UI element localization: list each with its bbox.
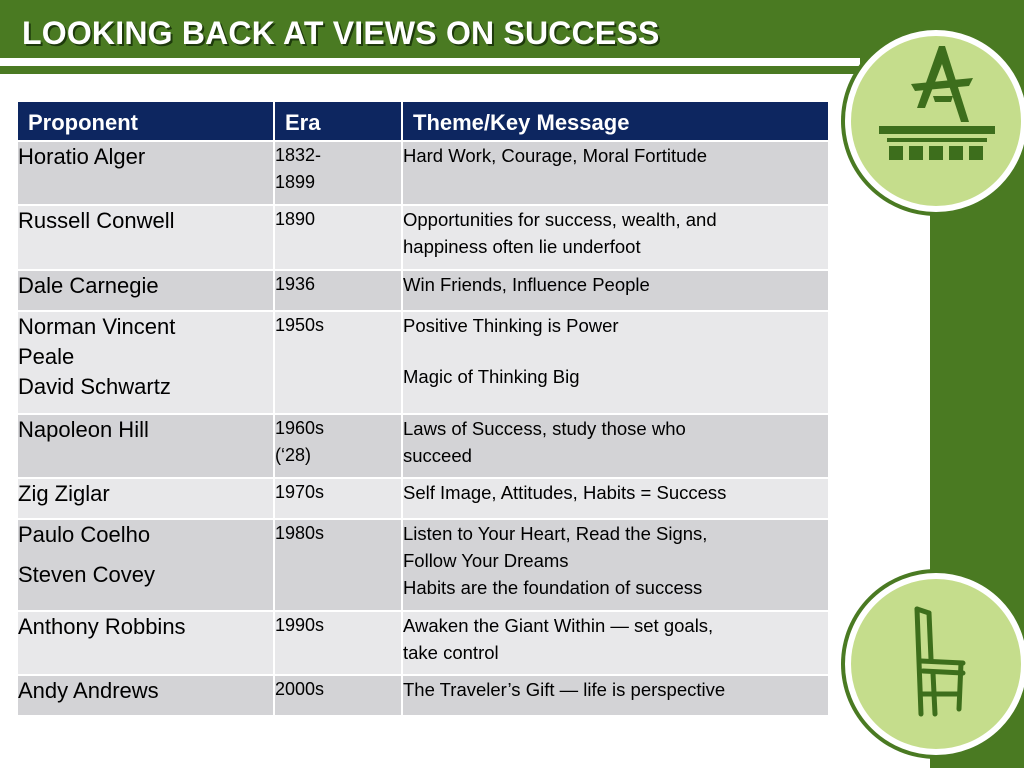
cell-era: 1960s (‘28)	[273, 413, 403, 479]
theme-line: Positive Thinking is Power	[403, 315, 619, 336]
chair-icon	[914, 606, 966, 717]
cell-theme: Win Friends, Influence People	[401, 269, 830, 312]
era-line: (‘28)	[275, 445, 312, 465]
cell-era: 1890	[273, 204, 403, 271]
theme-line: Hard Work, Courage, Moral Fortitude	[403, 145, 707, 166]
era-line: 1980s	[275, 523, 325, 543]
right-decor-green-stripe	[930, 180, 940, 768]
era-line: 1970s	[275, 482, 325, 502]
theme-line: Laws of Success, study those who	[403, 418, 686, 439]
theme-line: take control	[403, 642, 499, 663]
table-row: Paulo Coelho Steven Covey 1980s Listen t…	[16, 518, 830, 612]
line-gap	[18, 550, 273, 560]
theme-line: Follow Your Dreams	[403, 550, 569, 571]
cell-era: 1990s	[273, 610, 403, 676]
cell-theme: The Traveler’s Gift — life is perspectiv…	[401, 674, 830, 717]
era-line: 1899	[275, 172, 316, 192]
cell-proponent: Dale Carnegie	[16, 269, 275, 312]
cell-era: 1936	[273, 269, 403, 312]
cell-era: 1980s	[273, 518, 403, 612]
table-row: Horatio Alger 1832- 1899 Hard Work, Cour…	[16, 140, 830, 206]
table-header-row: Proponent Era Theme/Key Message	[16, 100, 830, 142]
cell-theme: Self Image, Attitudes, Habits = Success	[401, 477, 830, 520]
right-decor-white-stripe	[922, 180, 930, 768]
cell-proponent: Russell Conwell	[16, 204, 275, 271]
proponent-name: Norman Vincent	[18, 314, 176, 339]
chair-badge	[845, 573, 1024, 755]
theme-line: Awaken the Giant Within — set goals,	[403, 615, 714, 636]
era-line: 1990s	[275, 615, 325, 635]
header-era: Era	[273, 100, 403, 142]
proponent-name: Steven Covey	[18, 562, 155, 587]
theme-line: succeed	[403, 445, 472, 466]
theme-line: Win Friends, Influence People	[403, 274, 650, 295]
table-row: Russell Conwell 1890 Opportunities for s…	[16, 204, 830, 271]
proponent-name: Zig Ziglar	[18, 481, 110, 506]
line-gap	[403, 339, 828, 363]
cell-era: 2000s	[273, 674, 403, 717]
cell-proponent: Paulo Coelho Steven Covey	[16, 518, 275, 612]
cell-proponent: Horatio Alger	[16, 140, 275, 206]
theme-line: Self Image, Attitudes, Habits = Success	[403, 482, 727, 503]
cell-theme: Awaken the Giant Within — set goals, tak…	[401, 610, 830, 676]
era-line: 2000s	[275, 679, 325, 699]
header-inner: LOOKING BACK AT VIEWS ON SUCCESS	[0, 0, 840, 58]
era-line: 1832-	[275, 145, 322, 165]
cell-theme: Laws of Success, study those who succeed	[401, 413, 830, 479]
header-theme: Theme/Key Message	[401, 100, 830, 142]
era-line: 1960s	[275, 418, 325, 438]
theme-line: Listen to Your Heart, Read the Signs,	[403, 523, 708, 544]
cell-proponent: Andy Andrews	[16, 674, 275, 717]
theme-line: happiness often lie underfoot	[403, 236, 641, 257]
cell-proponent: Anthony Robbins	[16, 610, 275, 676]
proponent-name: Andy Andrews	[18, 678, 159, 703]
header-proponent: Proponent	[16, 100, 275, 142]
era-line: 1890	[275, 209, 316, 229]
table-row: Andy Andrews 2000s The Traveler’s Gift —…	[16, 674, 830, 717]
theme-line: Habits are the foundation of success	[403, 577, 703, 598]
andrews-logo-icon	[879, 46, 995, 160]
header-stripe-white	[0, 58, 860, 66]
proponent-name: Horatio Alger	[18, 144, 146, 169]
table-row: Dale Carnegie 1936 Win Friends, Influenc…	[16, 269, 830, 312]
theme-line: The Traveler’s Gift — life is perspectiv…	[403, 679, 726, 700]
theme-line: Opportunities for success, wealth, and	[403, 209, 717, 230]
era-line: 1936	[275, 274, 316, 294]
table-row: Napoleon Hill 1960s (‘28) Laws of Succes…	[16, 413, 830, 479]
proponent-name: Napoleon Hill	[18, 417, 149, 442]
logo-badge	[845, 30, 1024, 212]
cell-theme: Opportunities for success, wealth, and h…	[401, 204, 830, 271]
proponent-name: Dale Carnegie	[18, 273, 159, 298]
proponent-name: David Schwartz	[18, 374, 171, 399]
cell-era: 1950s	[273, 310, 403, 415]
success-views-table: Proponent Era Theme/Key Message Horatio …	[16, 100, 830, 717]
table-row: Zig Ziglar 1970s Self Image, Attitudes, …	[16, 477, 830, 520]
theme-line: Magic of Thinking Big	[403, 366, 580, 387]
cell-proponent: Napoleon Hill	[16, 413, 275, 479]
table-row: Anthony Robbins 1990s Awaken the Giant W…	[16, 610, 830, 676]
era-line: 1950s	[275, 315, 325, 335]
proponent-name: Peale	[18, 344, 75, 369]
cell-era: 1970s	[273, 477, 403, 520]
cell-era: 1832- 1899	[273, 140, 403, 206]
table-row: Norman Vincent Peale David Schwartz 1950…	[16, 310, 830, 415]
proponent-name: Anthony Robbins	[18, 614, 186, 639]
page-title: LOOKING BACK AT VIEWS ON SUCCESS	[22, 15, 660, 51]
proponent-name: Russell Conwell	[18, 208, 175, 233]
cell-proponent: Zig Ziglar	[16, 477, 275, 520]
cell-theme: Listen to Your Heart, Read the Signs, Fo…	[401, 518, 830, 612]
cell-theme: Positive Thinking is Power Magic of Thin…	[401, 310, 830, 415]
header-stripe-green	[0, 66, 860, 74]
cell-theme: Hard Work, Courage, Moral Fortitude	[401, 140, 830, 206]
proponent-name: Paulo Coelho	[18, 522, 151, 547]
cell-proponent: Norman Vincent Peale David Schwartz	[16, 310, 275, 415]
